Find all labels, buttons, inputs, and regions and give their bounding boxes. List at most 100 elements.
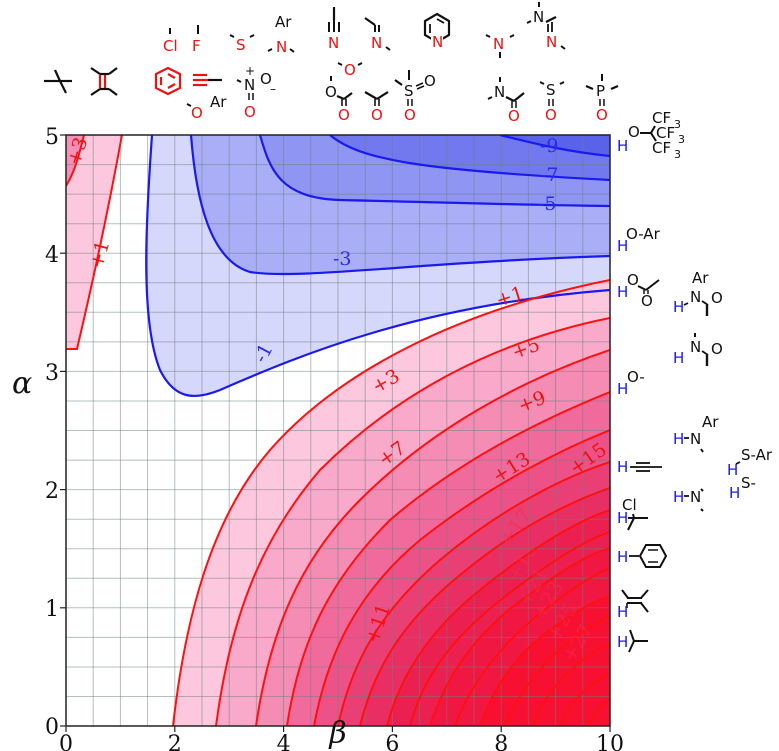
aryl-ether-ar-label: Ar <box>210 93 227 111</box>
sulfide-acceptor-label: S <box>236 36 246 54</box>
thiol-donor-icon: H S- <box>729 474 756 502</box>
svg-text:H: H <box>673 430 684 448</box>
svg-text:O: O <box>641 292 653 310</box>
svg-text:N: N <box>690 288 701 306</box>
chloroalkane-donor-icon: Cl H <box>617 496 648 531</box>
svg-text:P: P <box>596 82 605 100</box>
x-tick-8: 8 <box>494 732 508 751</box>
label-neg3: -3 <box>333 248 352 270</box>
svg-text:N: N <box>432 33 443 51</box>
ketone-acceptor-icon: O <box>364 91 389 124</box>
svg-text:O: O <box>244 103 256 121</box>
svg-text:H: H <box>673 298 684 316</box>
carboxylic-acid-donor-icon: H O O <box>617 271 660 310</box>
svg-text:CF: CF <box>656 124 675 142</box>
svg-text:H: H <box>617 458 628 476</box>
svg-text:H: H <box>617 237 628 255</box>
benzene-donor-icon: H <box>617 544 668 568</box>
svg-text:N: N <box>244 76 255 94</box>
svg-text:3: 3 <box>674 148 681 161</box>
svg-text:N: N <box>494 83 505 101</box>
amidine-acceptor-icon: N N <box>526 2 566 51</box>
benzene-acceptor-icon <box>154 66 182 96</box>
svg-text:O-: O- <box>627 368 645 386</box>
anilide-donor-icon: Ar H N O <box>673 269 723 316</box>
label-neg9: -9 <box>540 135 559 157</box>
svg-text:H: H <box>617 548 628 566</box>
x-tick-6: 6 <box>385 732 399 751</box>
svg-text:O: O <box>424 72 436 90</box>
nitrile-acceptor-icon: N <box>328 7 340 52</box>
y-tick-4: 4 <box>45 243 59 268</box>
y-tick-5: 5 <box>45 125 59 150</box>
x-tick-4: 4 <box>277 732 291 751</box>
y-tick-0: 0 <box>45 715 59 740</box>
positive-contours <box>66 135 610 726</box>
region-pos-left <box>66 135 122 349</box>
svg-text:N: N <box>690 430 701 448</box>
svg-text:H: H <box>617 283 628 301</box>
svg-text:S: S <box>404 82 414 100</box>
region-neg-7 <box>330 135 610 180</box>
amide-donor-icon: H N O <box>673 333 723 367</box>
aryl-amine-ar-label: Ar <box>275 13 292 31</box>
region-pos-left-3 <box>66 135 84 186</box>
svg-text:O: O <box>711 289 723 307</box>
pyridine-acceptor-icon: N <box>423 12 451 51</box>
svg-text:O-Ar: O-Ar <box>626 225 661 243</box>
svg-text:CF: CF <box>652 139 671 157</box>
alkene-donor-icon: H <box>617 589 649 621</box>
fluoro-acceptor-label: F <box>192 37 201 55</box>
svg-text:H: H <box>617 137 628 155</box>
svg-text:N: N <box>533 8 544 26</box>
svg-text:O: O <box>338 106 350 124</box>
ether-acceptor-icon: O <box>337 61 363 79</box>
sulfoxide-acceptor-icon: S O <box>539 81 565 124</box>
x-axis-label: β <box>328 716 346 751</box>
y-axis: 0 1 2 3 4 5 α <box>12 125 66 740</box>
label-neg7: -7 <box>540 164 559 186</box>
svg-text:+: + <box>245 64 255 78</box>
svg-text:N: N <box>690 338 701 356</box>
alkene-acceptor-icon <box>90 67 118 96</box>
svg-text:H: H <box>617 380 628 398</box>
y-axis-label: α <box>12 366 32 401</box>
svg-text:O: O <box>404 106 416 124</box>
svg-text:O: O <box>627 271 639 289</box>
y-tick-1: 1 <box>45 597 59 622</box>
alkyne-donor-icon: H <box>617 458 662 476</box>
svg-text:N: N <box>546 33 557 51</box>
svg-text:S: S <box>546 81 556 99</box>
svg-text:O: O <box>508 107 520 125</box>
svg-text:Ar: Ar <box>692 269 709 287</box>
svg-text:–: – <box>270 82 276 96</box>
aryl-amine-acceptor-label: N <box>276 38 287 56</box>
alkane-acceptor-icon <box>44 69 72 94</box>
svg-text:H: H <box>729 484 740 502</box>
svg-text:H: H <box>617 633 628 651</box>
plot-area: -9 -7 -5 -3 -1 +1 +1 +3 +3 +5 +7 +9 +11 … <box>66 135 610 726</box>
amide-acceptor-icon: N O <box>487 77 525 125</box>
svg-text:H: H <box>727 461 738 479</box>
svg-text:Cl: Cl <box>622 496 637 514</box>
svg-text:N: N <box>371 34 382 52</box>
svg-text:S-: S- <box>741 474 756 492</box>
label-neg5: -5 <box>538 193 557 215</box>
svg-text:O: O <box>344 61 356 79</box>
phenol-donor-icon: H O-Ar <box>617 225 661 255</box>
amine-donor-icon: H N <box>673 488 704 512</box>
svg-text:3: 3 <box>678 133 685 146</box>
y-tick-3: 3 <box>45 361 59 386</box>
alcohol-donor-icon: H O- <box>617 368 645 398</box>
svg-text:O: O <box>545 106 557 124</box>
svg-text:H: H <box>673 349 684 367</box>
svg-text:N: N <box>493 35 504 53</box>
svg-text:O: O <box>628 123 640 141</box>
svg-text:N: N <box>328 34 339 52</box>
svg-text:N: N <box>690 488 701 506</box>
plot-frame <box>65 134 611 727</box>
svg-text:O: O <box>260 70 272 88</box>
arylamine-donor-icon: Ar H H-N N <box>673 413 719 453</box>
svg-text:H: H <box>617 603 628 621</box>
svg-text:O: O <box>711 340 723 358</box>
